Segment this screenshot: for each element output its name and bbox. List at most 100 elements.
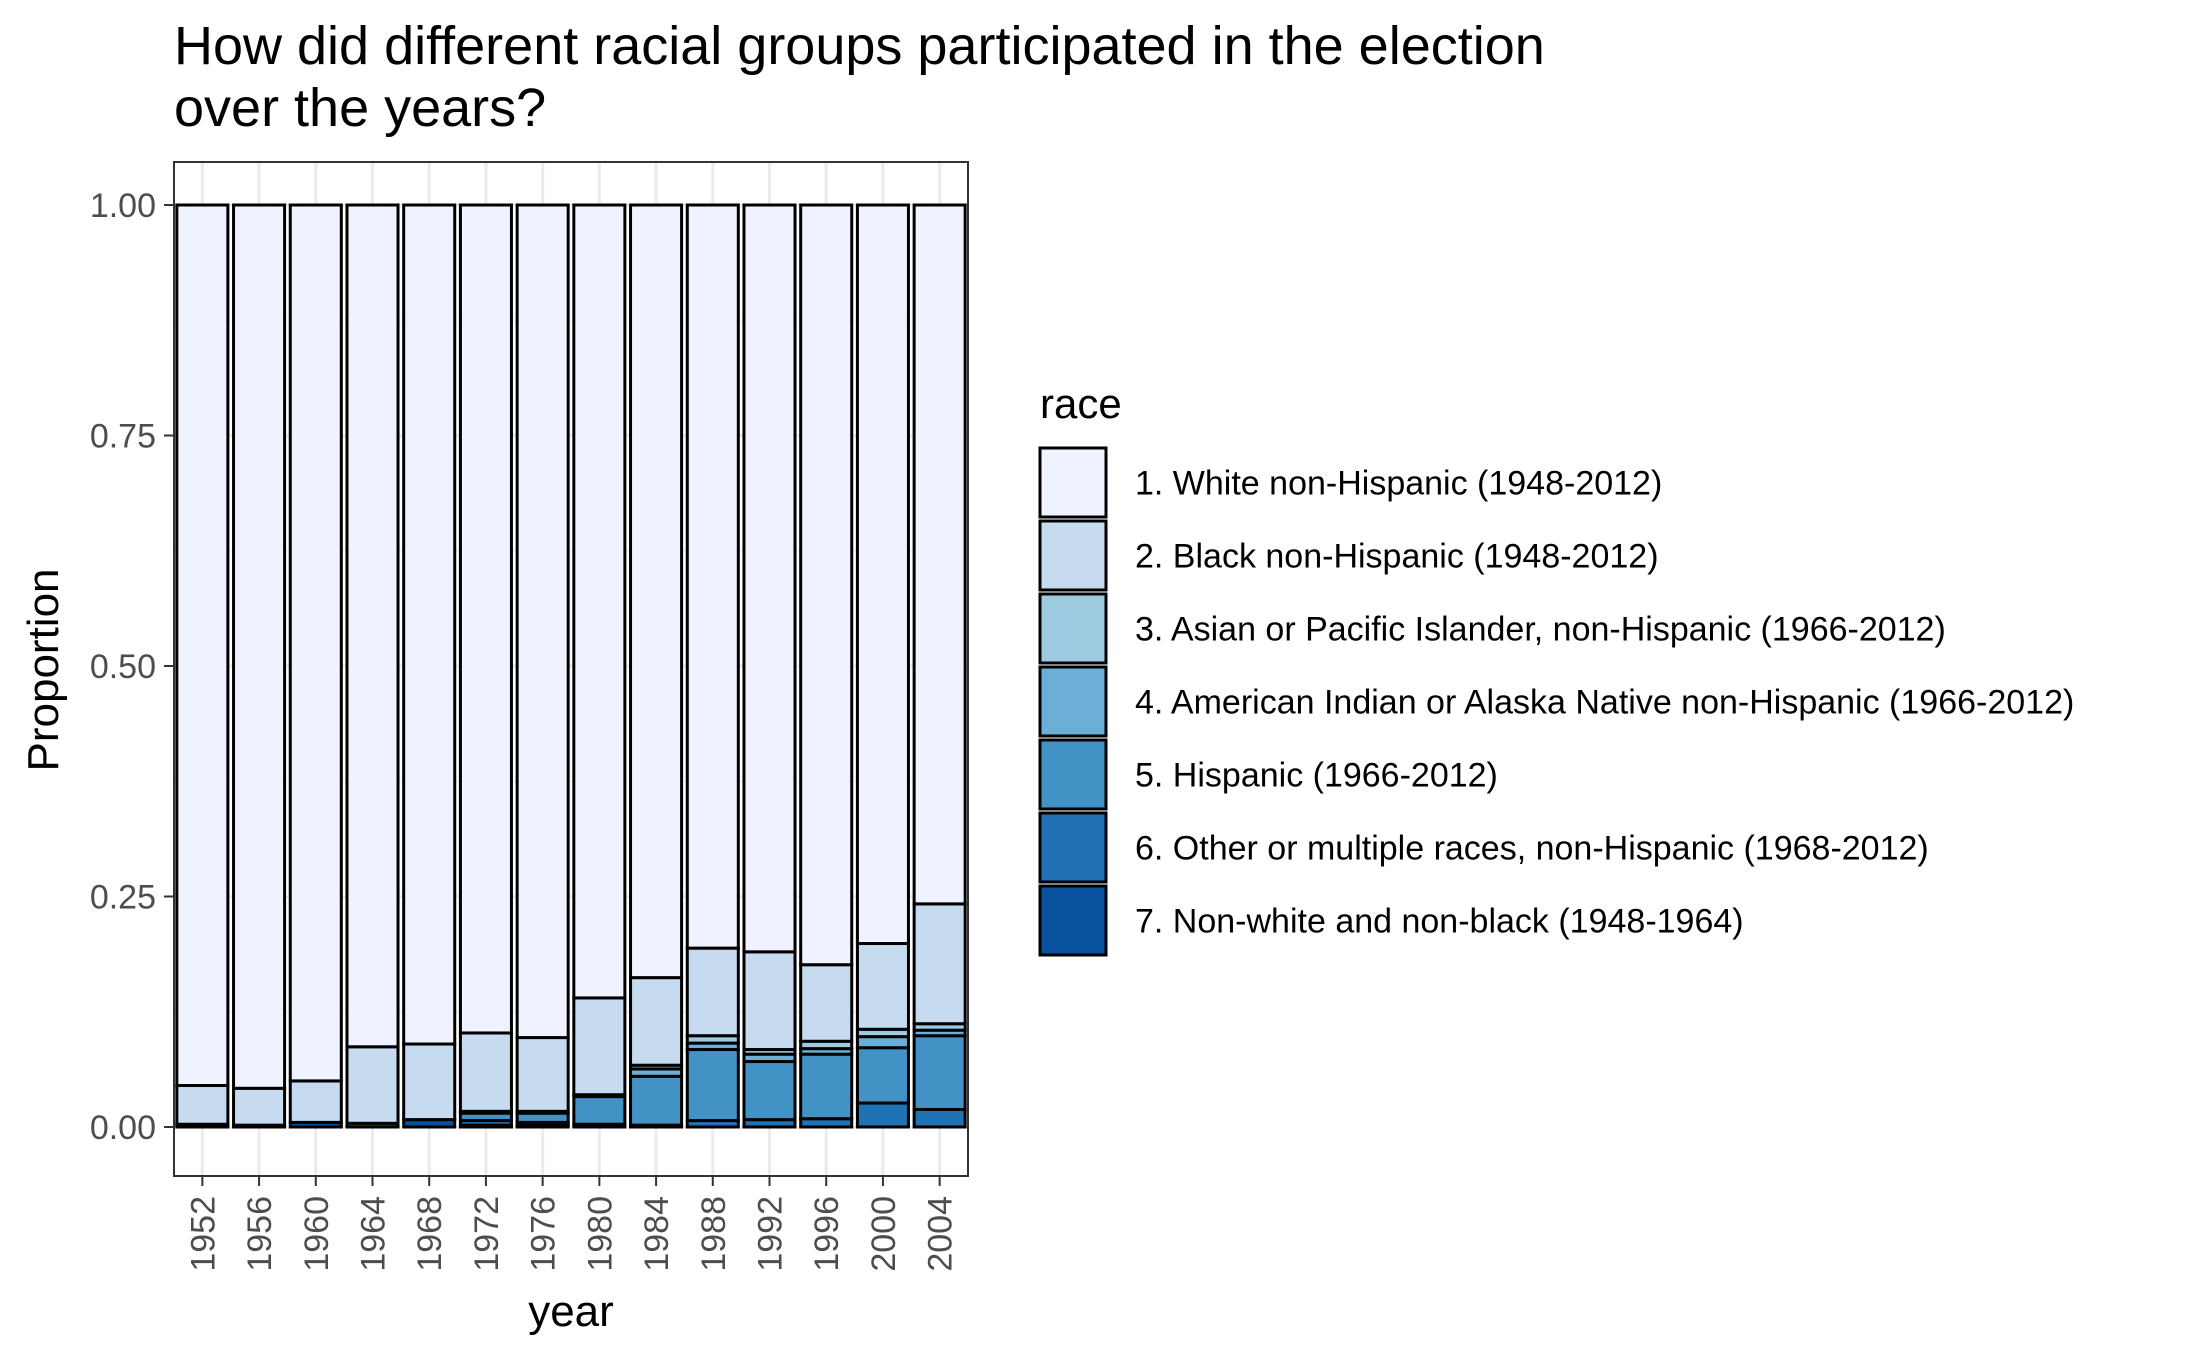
bar-segment xyxy=(175,1084,230,1126)
bar-segment xyxy=(515,203,570,1040)
bar-segment xyxy=(345,1045,400,1125)
bar-segment xyxy=(232,203,287,1090)
bar-stack-1956 xyxy=(232,203,287,1129)
bar-segment xyxy=(799,203,854,967)
bar-segment xyxy=(629,203,684,980)
legend-key xyxy=(1038,519,1108,592)
y-axis: 0.00 0.25 0.50 0.75 1.00 xyxy=(90,187,174,1147)
bar-stack-1952 xyxy=(175,203,230,1129)
bar-segment xyxy=(685,946,740,1038)
bar-stack-1968 xyxy=(402,203,457,1129)
bar-segment xyxy=(855,942,910,1031)
bar-segment xyxy=(402,1042,457,1122)
bar-segment xyxy=(288,1079,343,1124)
bar-stack-1988 xyxy=(685,203,740,1129)
x-tick-label: 1980 xyxy=(581,1196,619,1272)
bar-stack-2004 xyxy=(912,203,967,1129)
bar-segment xyxy=(629,976,684,1067)
legend-item: 3. Asian or Pacific Islander, non-Hispan… xyxy=(1038,592,1946,665)
legend-key xyxy=(1038,592,1108,665)
y-tick-label: 1.00 xyxy=(90,187,156,225)
bar-segment xyxy=(685,203,740,950)
bar-segment xyxy=(742,203,797,954)
legend-item: 4. American Indian or Alaska Native non-… xyxy=(1038,665,2074,738)
bar-stack-1992 xyxy=(742,203,797,1129)
bar-segment xyxy=(402,203,457,1046)
legend-item: 6. Other or multiple races, non-Hispanic… xyxy=(1038,811,1929,884)
bar-segment xyxy=(855,1046,910,1105)
legend-label: 4. American Indian or Alaska Native non-… xyxy=(1135,684,2074,722)
bar-stack-1984 xyxy=(629,203,684,1129)
y-tick-label: 0.25 xyxy=(90,879,156,917)
y-tick-label: 0.50 xyxy=(90,648,156,686)
bar-stack-1980 xyxy=(572,203,627,1129)
legend-label: 1. White non-Hispanic (1948-2012) xyxy=(1135,465,1662,503)
legend: race 1. White non-Hispanic (1948-2012) 2.… xyxy=(1038,380,2074,957)
y-tick-label: 0.75 xyxy=(90,418,156,456)
legend-item: 1. White non-Hispanic (1948-2012) xyxy=(1038,446,1662,519)
bar-stack-1996 xyxy=(799,203,854,1129)
bar-segment xyxy=(629,1074,684,1127)
legend-label: 5. Hispanic (1966-2012) xyxy=(1135,757,1498,795)
x-tick-label: 1968 xyxy=(411,1196,449,1272)
x-tick-label: 1976 xyxy=(525,1196,563,1272)
legend-key xyxy=(1038,884,1108,957)
legend-key xyxy=(1038,738,1108,811)
bar-segment xyxy=(855,1101,910,1129)
bar-segment xyxy=(515,1036,570,1113)
legend-item: 5. Hispanic (1966-2012) xyxy=(1038,738,1498,811)
legend-label: 7. Non-white and non-black (1948-1964) xyxy=(1135,903,1744,941)
bar-segment xyxy=(345,203,400,1049)
y-axis-title: Proportion xyxy=(19,568,68,771)
chart-title: How did different racial groups particip… xyxy=(174,16,1545,138)
bar-segment xyxy=(458,203,513,1035)
bar-stack-1976 xyxy=(515,203,570,1129)
bar-segment xyxy=(685,1048,740,1123)
legend-key xyxy=(1038,665,1108,738)
legend-item: 7. Non-white and non-black (1948-1964) xyxy=(1038,884,1744,957)
bar-segment xyxy=(742,950,797,1052)
bar-stack-1964 xyxy=(345,203,400,1129)
legend-title: race xyxy=(1040,380,1122,427)
bar-stack-1960 xyxy=(288,203,343,1129)
x-tick-label: 1996 xyxy=(808,1196,846,1272)
x-tick-label: 1960 xyxy=(298,1196,336,1272)
bar-segment xyxy=(458,1031,513,1113)
x-tick-label: 1992 xyxy=(752,1196,790,1272)
bar-segment xyxy=(855,203,910,946)
bar-segment xyxy=(912,1034,967,1111)
bar-segment xyxy=(799,963,854,1043)
x-tick-label: 1952 xyxy=(184,1196,222,1272)
bar-stack-2000 xyxy=(855,203,910,1129)
x-axis-title: year xyxy=(528,1287,614,1336)
bar-segment xyxy=(572,1095,627,1126)
bar-segment xyxy=(572,996,627,1097)
bar-segment xyxy=(855,1035,910,1050)
x-tick-label: 1984 xyxy=(638,1196,676,1272)
legend-label: 3. Asian or Pacific Islander, non-Hispan… xyxy=(1135,611,1946,649)
bar-segment xyxy=(912,203,967,906)
legend-key xyxy=(1038,811,1108,884)
x-tick-label: 1964 xyxy=(355,1196,393,1272)
x-tick-label: 1972 xyxy=(468,1196,506,1272)
x-tick-label: 2004 xyxy=(922,1196,960,1272)
bar-segment xyxy=(175,203,230,1088)
x-tick-label: 1988 xyxy=(695,1196,733,1272)
plot-area xyxy=(173,161,969,1177)
title-line-2: over the years? xyxy=(174,78,546,138)
legend-key xyxy=(1038,446,1108,519)
bar-segment xyxy=(912,1107,967,1129)
bar-segment xyxy=(288,203,343,1083)
x-tick-label: 2000 xyxy=(865,1196,903,1272)
bar-segment xyxy=(572,203,627,1000)
bar-stack-1972 xyxy=(458,203,513,1129)
x-axis: 1952 1956 1960 1964 1968 1972 1976 1980 1984 1988… xyxy=(184,1176,960,1272)
x-tick-label: 1956 xyxy=(241,1196,279,1272)
y-tick-label: 0.00 xyxy=(90,1109,156,1147)
bar-segment xyxy=(799,1052,854,1121)
legend-item: 2. Black non-Hispanic (1948-2012) xyxy=(1038,519,1659,592)
bar-segment xyxy=(232,1086,287,1127)
bar-segment xyxy=(742,1060,797,1122)
legend-label: 2. Black non-Hispanic (1948-2012) xyxy=(1135,538,1659,576)
